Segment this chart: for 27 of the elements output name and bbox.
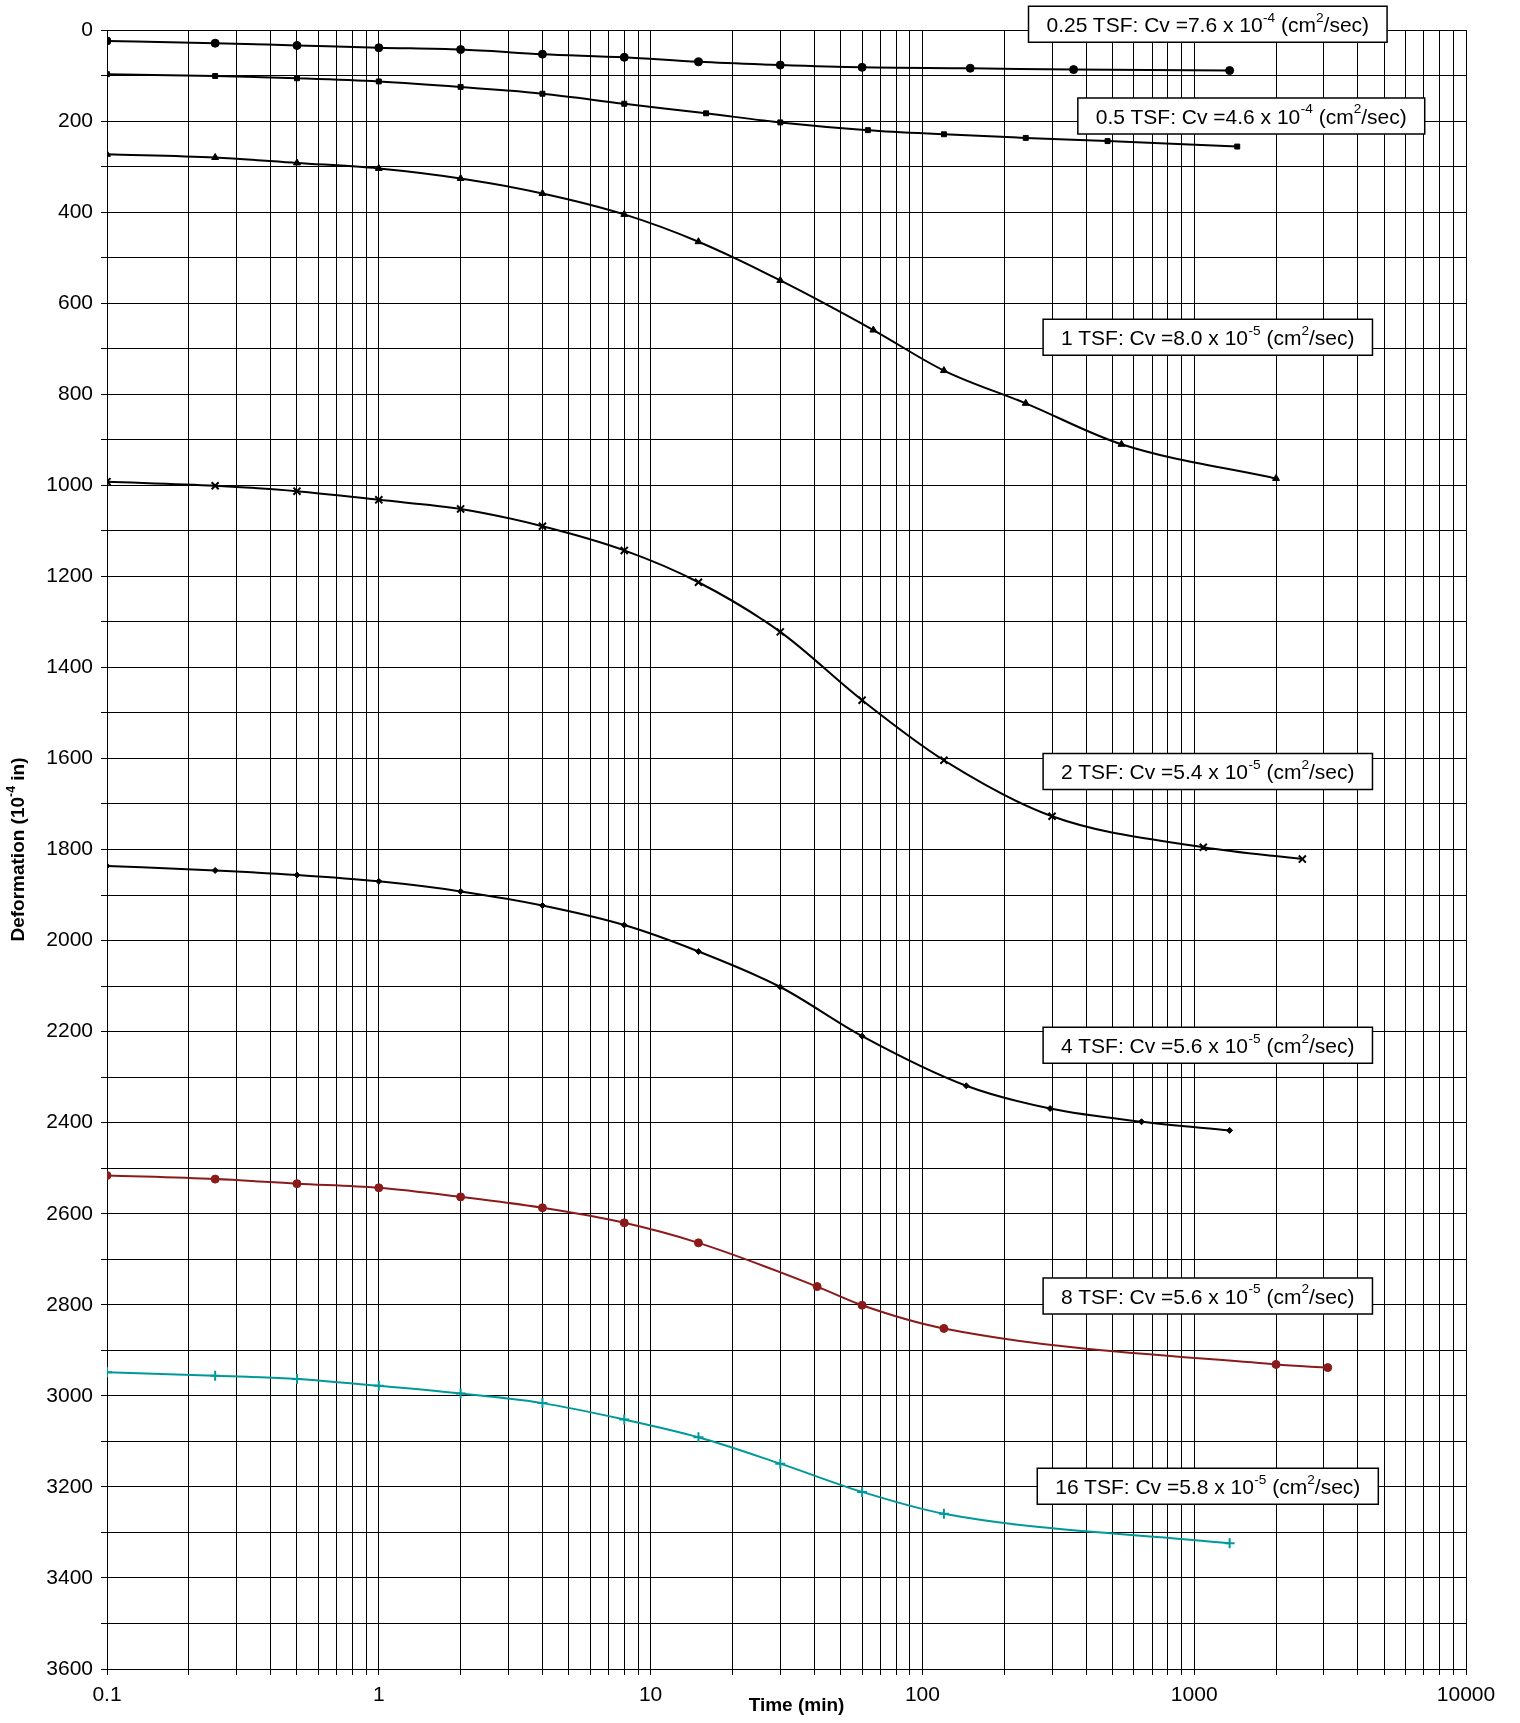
y-tick-label: 3000 — [46, 1382, 93, 1406]
y-tick-label: 1800 — [46, 836, 93, 860]
x-tick-label: 0.1 — [92, 1682, 122, 1706]
x-tick-label: 100 — [904, 1682, 940, 1706]
y-tick-label: 3600 — [46, 1655, 93, 1679]
y-tick-label: 800 — [57, 381, 93, 405]
y-tick-label: 3200 — [46, 1473, 93, 1497]
y-tick-label: 2000 — [46, 927, 93, 951]
y-tick-label: 3400 — [46, 1564, 93, 1588]
y-tick-label: 2600 — [46, 1200, 93, 1224]
y-tick-label: 1200 — [46, 563, 93, 587]
x-tick-label: 10 — [638, 1682, 663, 1706]
y-tick-label: 400 — [57, 198, 93, 222]
x-tick-label: 10000 — [1436, 1682, 1496, 1706]
y-tick-label: 600 — [57, 289, 93, 313]
y-tick-label: 200 — [57, 107, 93, 131]
y-tick-label: 2800 — [46, 1291, 93, 1315]
y-tick-label: 1600 — [46, 745, 93, 769]
y-tick-label: 1000 — [46, 472, 93, 496]
y-axis-title: Deformation (10-4 in) — [3, 757, 29, 942]
x-tick-label: 1 — [372, 1682, 385, 1706]
x-tick-label: 1000 — [1170, 1682, 1218, 1706]
y-tick-label: 2200 — [46, 1018, 93, 1042]
y-tick-label: 0 — [81, 16, 93, 40]
y-tick-label: 1400 — [46, 654, 93, 678]
y-tick-label: 2400 — [46, 1109, 93, 1133]
x-axis-title: Time (min) — [748, 1694, 845, 1716]
